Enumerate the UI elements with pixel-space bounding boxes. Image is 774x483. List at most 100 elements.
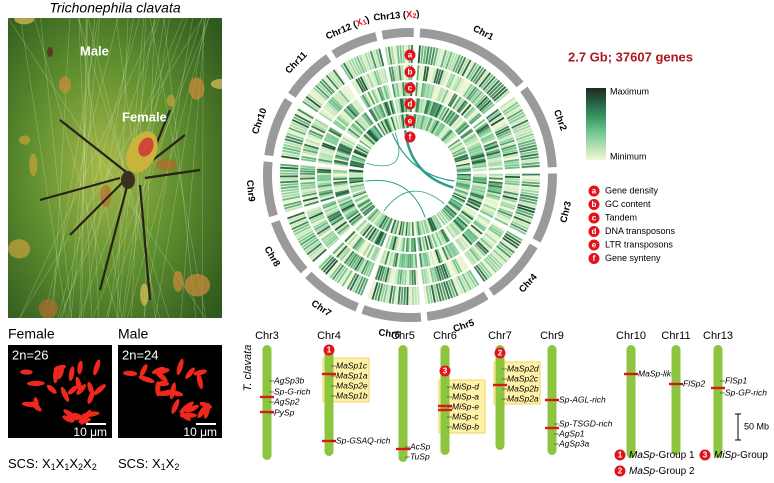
- track-stripe: [472, 163, 487, 168]
- track-stripe: [362, 242, 372, 256]
- track-stripe: [308, 244, 324, 258]
- track-stripe: [308, 211, 324, 220]
- track-stripe: [421, 220, 427, 235]
- chromosome-label-part: Chr1: [471, 23, 496, 43]
- leaf-blob: [184, 273, 211, 297]
- gene-locus: [260, 395, 274, 399]
- track-stripe: [351, 216, 364, 227]
- track-stripe: [337, 147, 352, 155]
- gene-locus: [669, 382, 683, 386]
- track-stripe: [440, 209, 452, 222]
- track-stripe: [433, 122, 443, 136]
- track-stripe: [376, 231, 385, 246]
- track-stripe: [394, 252, 399, 267]
- web-thread: [8, 18, 206, 318]
- track-stripe: [360, 278, 369, 296]
- track-stripe: [485, 195, 500, 201]
- group-label-part: MiSp: [714, 450, 737, 461]
- track-stripe: [326, 210, 341, 219]
- track-key: d: [408, 100, 413, 109]
- track-stripe: [326, 132, 340, 141]
- track-stripe: [472, 245, 484, 258]
- track-stripe: [436, 231, 444, 245]
- track-stripe: [339, 143, 353, 151]
- track-stripe: [474, 218, 488, 228]
- leaf-blob: [58, 76, 72, 94]
- track-stripe: [369, 210, 381, 223]
- track-stripe: [482, 137, 496, 145]
- track-stripe: [315, 84, 330, 99]
- track-stripe: [362, 204, 375, 216]
- track-stripe: [291, 118, 309, 129]
- track-key-badge: [404, 115, 416, 127]
- track-stripe: [335, 154, 350, 160]
- track-stripe: [344, 271, 355, 289]
- track-stripe: [385, 84, 391, 99]
- track-stripe: [499, 96, 515, 110]
- track-stripe: [455, 257, 465, 272]
- track-stripe: [424, 252, 429, 267]
- track-stripe: [459, 274, 470, 292]
- track-stripe: [291, 221, 309, 231]
- chromosome-spot: [180, 411, 191, 421]
- track-stripe: [465, 62, 477, 79]
- track-stripe: [394, 99, 400, 114]
- track-stripe: [422, 116, 428, 131]
- track-stripe: [450, 116, 461, 128]
- track-stripe: [469, 193, 484, 200]
- track-stripe: [334, 157, 349, 163]
- track-stripe: [304, 143, 319, 150]
- track-stripe: [341, 138, 355, 147]
- track-stripe: [361, 136, 374, 147]
- chromosome-label-part: Chr3: [558, 200, 574, 224]
- track-stripe: [400, 253, 404, 268]
- track-stripe: [415, 114, 420, 129]
- track-stripe: [482, 203, 497, 211]
- track-stripe: [280, 180, 299, 184]
- chromosome-spot: [93, 384, 106, 396]
- track-stripe: [416, 65, 420, 81]
- track-stripe: [464, 272, 475, 289]
- chromosome-spot: [78, 417, 91, 424]
- web-thread: [61, 18, 160, 318]
- track-stripe: [338, 199, 353, 207]
- track-stripe: [349, 126, 362, 137]
- track-stripe: [497, 243, 513, 256]
- track-stripe: [495, 127, 511, 136]
- gene-locus: [322, 372, 336, 376]
- track-stripe: [336, 267, 349, 284]
- track-stripe: [370, 210, 382, 223]
- leaf-blob: [29, 153, 38, 177]
- track-stripe: [443, 109, 453, 123]
- track-stripe: [490, 116, 505, 127]
- track-stripe: [300, 185, 316, 190]
- track-stripe: [438, 248, 445, 262]
- leaf-blob: [8, 239, 31, 259]
- track-stripe: [321, 108, 335, 119]
- track-stripe: [355, 145, 369, 154]
- track-stripe: [344, 208, 358, 218]
- track-stripe: [469, 149, 484, 157]
- track-stripe: [399, 45, 403, 64]
- track-stripe: [463, 232, 474, 244]
- track-stripe: [415, 82, 419, 97]
- web-thread: [82, 18, 134, 318]
- legend-key: f: [593, 254, 596, 263]
- legend-label: DNA transposons: [605, 226, 676, 236]
- track-stripe: [404, 269, 407, 285]
- track-stripe: [480, 208, 495, 217]
- track-stripe: [379, 121, 388, 135]
- track-stripe: [443, 263, 452, 278]
- track-stripe: [396, 45, 400, 64]
- track-stripe: [371, 89, 379, 104]
- track-stripe: [478, 72, 492, 88]
- track-stripe: [359, 139, 372, 150]
- chromosome-spot: [169, 382, 176, 400]
- track-stripe: [442, 228, 452, 241]
- track-stripe: [339, 141, 354, 150]
- track-stripe: [299, 234, 317, 246]
- track-stripe: [352, 122, 364, 134]
- track-stripe: [300, 183, 316, 188]
- track-stripe: [463, 207, 477, 217]
- track-stripe: [422, 83, 427, 98]
